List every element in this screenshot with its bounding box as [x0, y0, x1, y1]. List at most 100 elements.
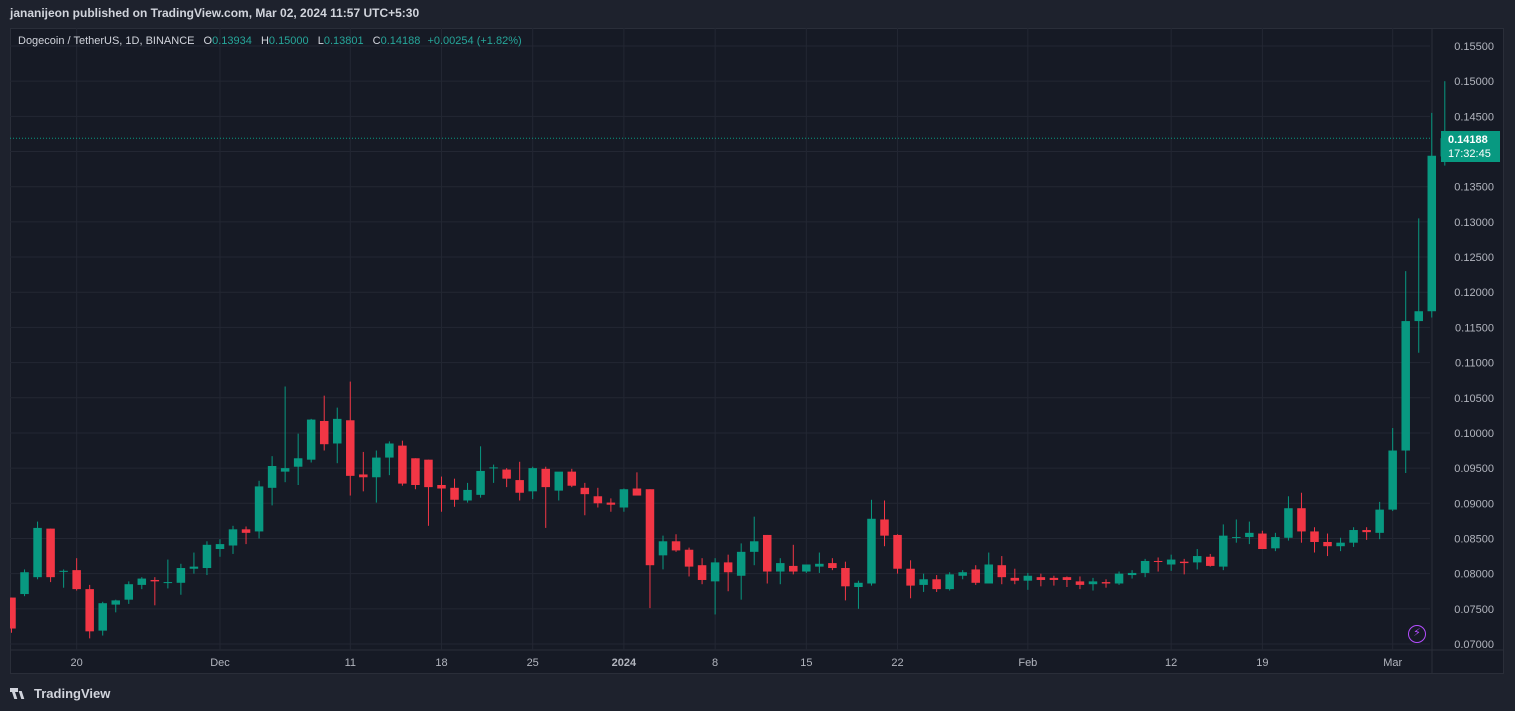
candle[interactable] [762, 534, 772, 584]
candle[interactable] [333, 407, 342, 464]
tradingview-logo[interactable]: TradingView [10, 686, 110, 701]
candle[interactable] [958, 570, 967, 580]
candle[interactable] [1297, 492, 1306, 543]
candle[interactable] [776, 558, 785, 585]
candle[interactable] [1401, 271, 1410, 474]
candle[interactable] [1310, 527, 1319, 553]
candle[interactable] [1075, 576, 1085, 590]
candle[interactable] [815, 552, 824, 573]
candle[interactable] [1023, 572, 1033, 590]
candle[interactable] [945, 572, 954, 591]
candle[interactable] [1153, 557, 1163, 572]
candle[interactable] [46, 528, 55, 583]
candle[interactable] [606, 498, 616, 512]
candle[interactable] [580, 482, 590, 516]
candle[interactable] [932, 575, 941, 592]
candle[interactable] [736, 543, 746, 600]
candle[interactable] [111, 599, 120, 613]
candle[interactable] [189, 552, 199, 574]
candle[interactable] [1166, 554, 1176, 571]
symbol-legend[interactable]: Dogecoin / TetherUS, 1D, BINANCE O0.1393… [18, 35, 522, 47]
candle[interactable] [398, 440, 407, 486]
candle[interactable] [228, 525, 238, 554]
candle[interactable] [1427, 112, 1437, 318]
symbol-title[interactable]: Dogecoin / TetherUS, 1D, BINANCE [18, 35, 195, 47]
candle[interactable] [463, 482, 472, 503]
candle[interactable] [1010, 568, 1020, 585]
candle[interactable] [1323, 533, 1332, 557]
candle[interactable] [971, 565, 980, 585]
candle[interactable] [528, 466, 537, 500]
candle[interactable] [489, 464, 498, 483]
candle[interactable] [828, 558, 837, 571]
chart-frame[interactable] [10, 28, 1504, 674]
candle[interactable] [254, 480, 264, 539]
candlestick-chart[interactable]: 20 Dec 11 18 25 2024 8 15 22 Feb 12 19 Mar 0.07000 0.… [10, 28, 1504, 674]
candle[interactable] [85, 584, 94, 639]
candle[interactable] [1192, 549, 1202, 570]
candle[interactable] [593, 487, 603, 508]
candle[interactable] [385, 441, 394, 476]
candle[interactable] [880, 500, 889, 547]
candle[interactable] [176, 563, 186, 595]
candle[interactable] [1127, 570, 1137, 579]
candle[interactable] [502, 468, 511, 488]
candle[interactable] [984, 552, 994, 584]
candle[interactable] [411, 458, 420, 490]
candle[interactable] [150, 577, 160, 606]
candle[interactable] [215, 539, 225, 557]
candle[interactable] [997, 556, 1007, 585]
candle[interactable] [202, 541, 212, 576]
candle[interactable] [684, 547, 694, 577]
candle[interactable] [98, 601, 107, 636]
candle[interactable] [906, 560, 915, 599]
candle[interactable] [72, 558, 81, 591]
candle[interactable] [476, 446, 485, 498]
candle[interactable] [1362, 527, 1371, 540]
candle[interactable] [1088, 577, 1098, 591]
candle[interactable] [867, 499, 876, 586]
candle[interactable] [1349, 527, 1358, 547]
candle[interactable] [1258, 530, 1267, 550]
candle[interactable] [124, 581, 134, 604]
candle[interactable] [710, 558, 720, 615]
candle[interactable] [1036, 573, 1046, 587]
candle[interactable] [1271, 532, 1280, 552]
candle[interactable] [267, 456, 277, 506]
candle[interactable] [293, 433, 303, 486]
candle[interactable] [1062, 576, 1072, 588]
candle[interactable] [1179, 558, 1189, 575]
candle[interactable] [450, 478, 459, 507]
candle[interactable] [632, 472, 642, 496]
candle[interactable] [671, 534, 681, 552]
candle[interactable] [789, 544, 798, 575]
candle[interactable] [697, 558, 707, 585]
candle[interactable] [319, 395, 329, 451]
candle[interactable] [137, 577, 147, 590]
candle[interactable] [1336, 537, 1345, 552]
candle[interactable] [1140, 558, 1150, 578]
candle[interactable] [306, 418, 316, 463]
candle[interactable] [372, 450, 381, 503]
candle[interactable] [346, 381, 355, 496]
candle[interactable] [554, 471, 564, 501]
candle[interactable] [1375, 501, 1384, 540]
candle[interactable] [280, 386, 290, 483]
candle[interactable] [163, 559, 173, 589]
candle[interactable] [893, 534, 902, 574]
candle[interactable] [1414, 218, 1423, 353]
candle[interactable] [1114, 571, 1124, 585]
candle[interactable] [1206, 553, 1215, 567]
candle[interactable] [59, 569, 68, 588]
candle[interactable] [1284, 496, 1293, 541]
candle[interactable] [749, 516, 759, 566]
candle[interactable] [1388, 428, 1397, 512]
candle[interactable] [1101, 579, 1111, 588]
candle[interactable] [33, 521, 42, 580]
candle[interactable] [1219, 524, 1228, 571]
candle[interactable] [515, 461, 524, 501]
candle[interactable] [841, 561, 850, 601]
candle[interactable] [359, 451, 368, 492]
candle[interactable] [20, 569, 29, 597]
candle[interactable] [854, 580, 863, 609]
